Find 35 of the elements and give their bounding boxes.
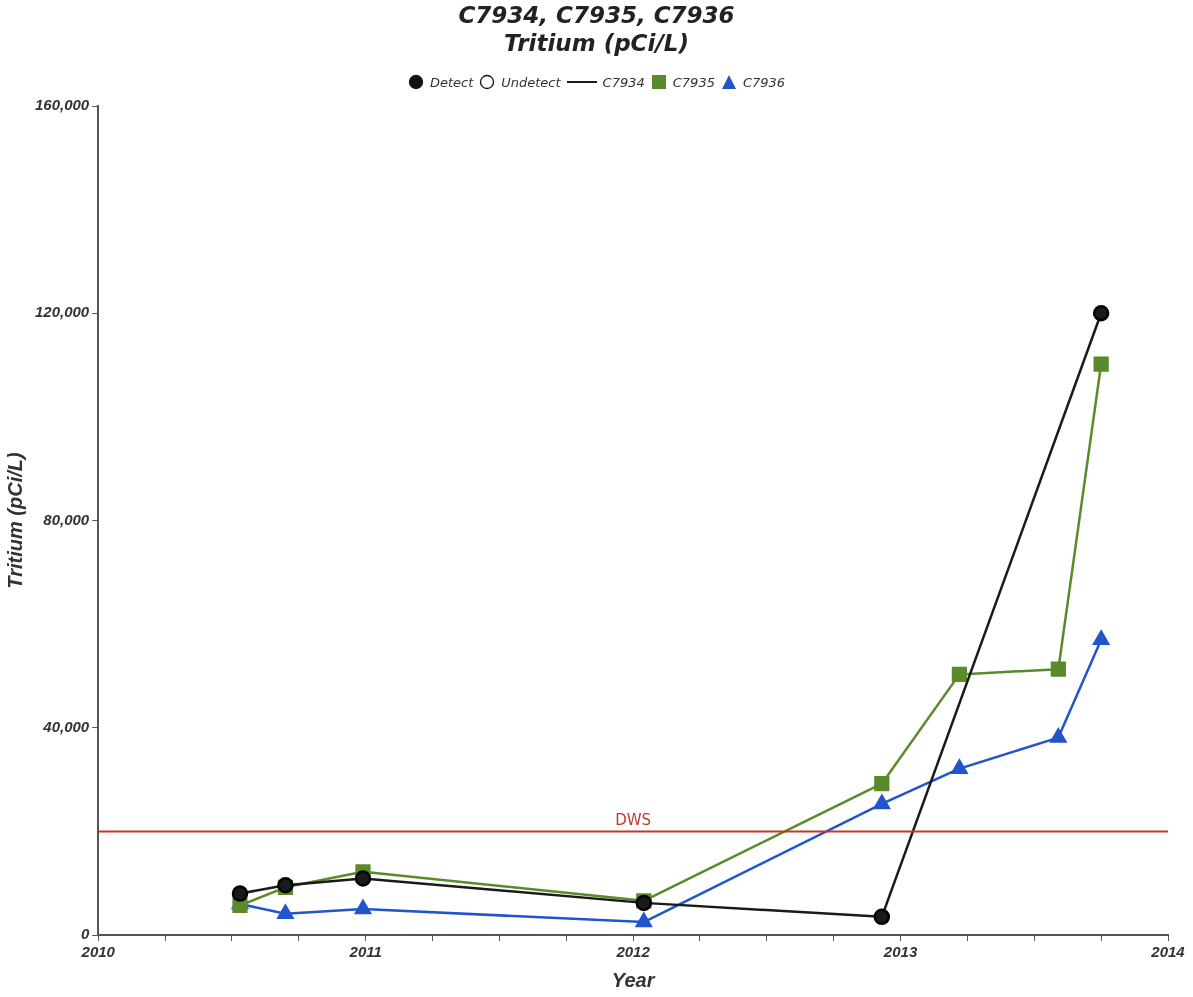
text: Detect (429, 74, 474, 90)
x-tick-label: 2013 (882, 943, 918, 961)
y-tick-label: 120,000 (34, 303, 90, 321)
point (873, 908, 891, 926)
point (874, 776, 890, 792)
point (354, 870, 372, 887)
point (1050, 728, 1067, 743)
legend-label: C7934 (602, 74, 645, 90)
x-axis-title: Year (611, 968, 656, 991)
point (354, 899, 372, 915)
point (231, 885, 249, 902)
legend-label: C7935 (672, 74, 715, 90)
x-tick-label: 2010 (80, 943, 116, 961)
point (1092, 630, 1110, 645)
text: Undetect (501, 74, 561, 90)
x-tick-label: 2011 (348, 943, 382, 961)
point (1092, 305, 1110, 322)
y-tick-label: 40,000 (42, 717, 90, 735)
y-tick-label: 0 (80, 925, 90, 943)
point (277, 904, 294, 920)
y-axis-title: Tritium (pCi/L) (3, 452, 26, 589)
legend-label: C7936 (742, 74, 786, 90)
x-tick-label: 2014 (1150, 943, 1186, 961)
point (951, 666, 968, 682)
point (951, 759, 968, 774)
point (1093, 356, 1109, 372)
y-tick-label: 160,000 (34, 96, 90, 114)
y-tick-label: 80,000 (43, 510, 90, 528)
chart-title: C7934, C7935, C7936 (457, 2, 736, 28)
point (873, 794, 891, 810)
ref-line-label: DWS (615, 810, 652, 829)
x-tick-label: 2012 (615, 943, 651, 961)
chart-subtitle: Tritium (pCi/L) (503, 30, 690, 56)
point (635, 912, 652, 928)
point (1050, 661, 1066, 677)
